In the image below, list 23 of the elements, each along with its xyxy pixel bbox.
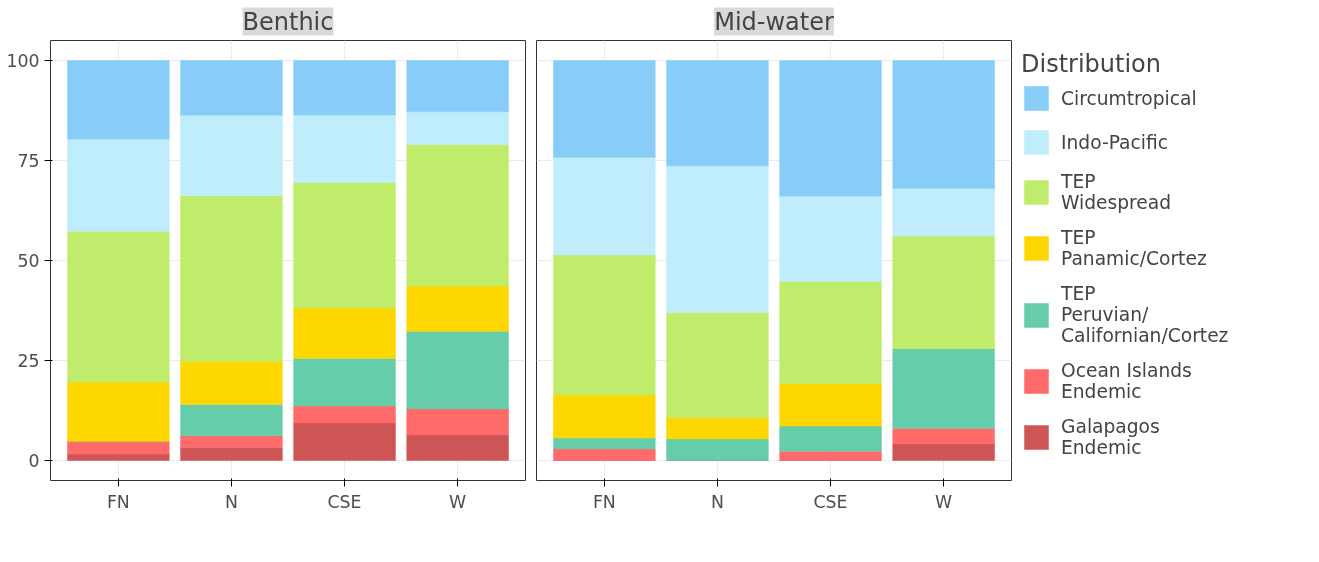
- chart-title: Mid-water: [714, 7, 834, 36]
- x-tick-label: CSE: [327, 491, 362, 512]
- y-tick-label: 0: [28, 451, 40, 471]
- legend-label: Galapagos Endemic: [1061, 416, 1160, 458]
- legend-label: TEP Panamic/Cortez: [1061, 227, 1207, 269]
- x-tick-label: N: [710, 491, 724, 512]
- legend-label: Indo-Pacific: [1061, 131, 1168, 153]
- x-tick-label: W: [449, 491, 467, 512]
- y-tick-label: 25: [17, 351, 40, 371]
- x-tick-label: FN: [106, 491, 130, 512]
- y-tick-label: 75: [17, 151, 40, 171]
- x-tick-label: CSE: [813, 491, 848, 512]
- legend-label: Ocean Islands Endemic: [1061, 360, 1192, 402]
- legend-label: TEP Peruvian/ Californian/Cortez: [1061, 283, 1229, 346]
- y-tick-label: 50: [17, 251, 40, 271]
- y-tick-label: 100: [6, 51, 40, 71]
- x-tick-label: FN: [592, 491, 616, 512]
- legend-title: Distribution: [1021, 50, 1162, 78]
- chart-title: Benthic: [242, 7, 334, 36]
- legend-label: Circumtropical: [1061, 87, 1197, 109]
- legend-label: TEP Widespread: [1061, 171, 1172, 213]
- x-tick-label: W: [935, 491, 953, 512]
- x-tick-label: N: [224, 491, 238, 512]
